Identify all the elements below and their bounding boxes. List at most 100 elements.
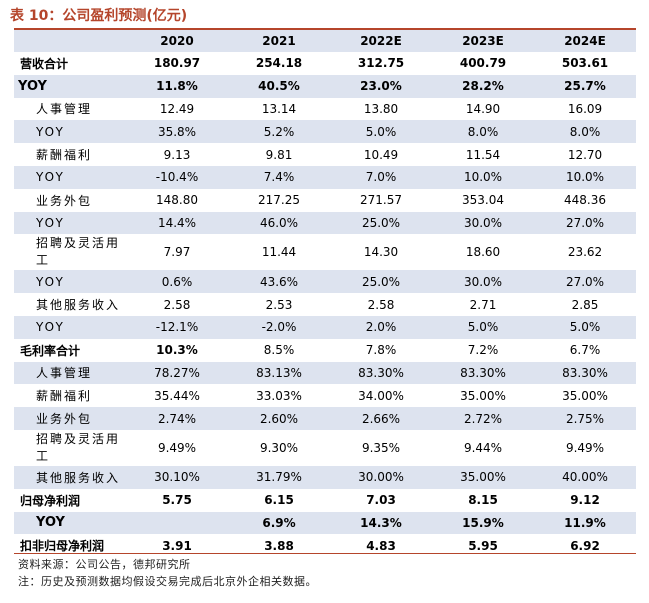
- table-cell: 2.72%: [463, 411, 503, 426]
- table-cell: 35.44%: [154, 388, 200, 403]
- table-cell: 18.60: [465, 245, 501, 260]
- forecast-table: 2020 2021 2022E 2023E 2024E 营收合计 180.97 …: [14, 30, 636, 557]
- table-row: 人事管理 12.49 13.14 13.80 14.90 16.09: [14, 98, 636, 121]
- table-cell: 271.57: [360, 193, 402, 208]
- table-row: 业务外包 148.80 217.25 271.57 353.04 448.36: [14, 189, 636, 212]
- table-cell: 83.30%: [460, 365, 506, 380]
- table-cell: 8.15: [468, 493, 498, 508]
- table-cell: 11.8%: [156, 79, 198, 94]
- row-label: YOY: [36, 170, 65, 185]
- header-cell: [14, 30, 126, 52]
- table-cell: 30.00%: [358, 470, 404, 485]
- table-cell: 5.95: [468, 538, 498, 553]
- table-cell: 43.6%: [259, 274, 299, 289]
- table-cell: 2.71: [469, 297, 497, 312]
- table-row: 其他服务收入 2.58 2.53 2.58 2.71 2.85: [14, 293, 636, 316]
- table-cell: 35.00%: [460, 388, 506, 403]
- header-cell-2023e: 2023E: [462, 34, 504, 48]
- table-cell: 13.80: [363, 101, 399, 116]
- table-cell: 16.09: [567, 101, 603, 116]
- table-cell: 25.0%: [361, 274, 401, 289]
- table-cell: 30.0%: [463, 215, 503, 230]
- table-cell: 148.80: [156, 193, 198, 208]
- table-cell: -10.4%: [155, 170, 199, 185]
- table-cell: 30.10%: [154, 470, 200, 485]
- table-cell: 10.3%: [156, 343, 198, 358]
- table-cell: 6.9%: [262, 515, 296, 530]
- table-cell: 8.5%: [263, 343, 295, 358]
- table-row: 薪酬福利 35.44% 33.03% 34.00% 35.00% 35.00%: [14, 384, 636, 407]
- table-cell: 8.0%: [467, 124, 499, 139]
- table-cell: 10.49: [363, 147, 399, 162]
- table-cell: 31.79%: [256, 470, 302, 485]
- table-cell: 9.49%: [565, 440, 605, 455]
- table-cell: 10.0%: [463, 170, 503, 185]
- table-row: 人事管理 78.27% 83.13% 83.30% 83.30% 83.30%: [14, 361, 636, 385]
- table-cell: 14.3%: [360, 515, 402, 530]
- table-cell: 5.0%: [467, 320, 499, 335]
- table-cell: 13.14: [261, 101, 297, 116]
- row-label: YOY: [18, 78, 47, 94]
- table-cell: 5.2%: [263, 124, 295, 139]
- top-rule: [14, 28, 636, 30]
- table-cell: 7.97: [163, 245, 191, 260]
- table-row: 业务外包 2.74% 2.60% 2.66% 2.72% 2.75%: [14, 407, 636, 430]
- header-cell-2021: 2021: [262, 34, 296, 48]
- table-cell: 11.9%: [564, 515, 606, 530]
- table-cell: 10.0%: [565, 170, 605, 185]
- table-cell: 2.74%: [157, 411, 197, 426]
- header-cell-2024e: 2024E: [564, 34, 606, 48]
- table-cell: 7.2%: [467, 343, 499, 358]
- table-cell: 180.97: [153, 56, 201, 71]
- table-cell: 7.03: [366, 493, 396, 508]
- table-row: 招聘及灵活用工 9.49% 9.30% 9.35% 9.44% 9.49%: [14, 430, 636, 466]
- table-cell: 8.0%: [569, 124, 601, 139]
- table-cell: 14.4%: [157, 215, 197, 230]
- table-cell: 9.44%: [463, 440, 503, 455]
- table-cell: 217.25: [258, 193, 300, 208]
- table-cell: 28.2%: [462, 79, 504, 94]
- table-cell: 46.0%: [259, 215, 299, 230]
- table-cell: 23.0%: [360, 79, 402, 94]
- table-cell: 3.91: [162, 538, 192, 553]
- row-label: YOY: [36, 515, 65, 531]
- table-cell: 12.70: [567, 147, 603, 162]
- table-cell: 6.92: [570, 538, 600, 553]
- table-cell: 3.88: [264, 538, 294, 553]
- table-cell: 5.0%: [569, 320, 601, 335]
- table-row: YOY 6.9% 14.3% 15.9% 11.9%: [14, 511, 636, 535]
- table-row: 其他服务收入 30.10% 31.79% 30.00% 35.00% 40.00…: [14, 465, 636, 489]
- table-cell: 2.53: [265, 297, 293, 312]
- row-label: 业务外包: [36, 412, 93, 427]
- table-row: YOY -10.4% 7.4% 7.0% 10.0% 10.0%: [14, 165, 636, 189]
- table-cell: 9.81: [265, 147, 293, 162]
- table-cell: 12.49: [159, 101, 195, 116]
- header-row: 2020 2021 2022E 2023E 2024E: [14, 30, 636, 52]
- row-label: YOY: [36, 124, 65, 139]
- row-label: 其他服务收入: [36, 470, 121, 485]
- table-cell: 30.0%: [463, 274, 503, 289]
- header-cell-2020: 2020: [160, 34, 194, 48]
- table-cell: 83.30%: [562, 365, 608, 380]
- table-cell: 83.13%: [256, 365, 302, 380]
- table-cell: 7.4%: [263, 170, 295, 185]
- table-cell: [126, 512, 228, 535]
- table-row: YOY 0.6% 43.6% 25.0% 30.0% 27.0%: [14, 270, 636, 294]
- table-row: YOY -12.1% -2.0% 2.0% 5.0% 5.0%: [14, 315, 636, 339]
- table-cell: 14.90: [465, 101, 501, 116]
- row-label: 人事管理: [36, 366, 93, 381]
- table-cell: 35.00%: [460, 470, 506, 485]
- table-cell: 5.0%: [365, 124, 397, 139]
- table-cell: 35.00%: [562, 388, 608, 403]
- table-row: YOY 14.4% 46.0% 25.0% 30.0% 27.0%: [14, 211, 636, 235]
- table-row: 归母净利润 5.75 6.15 7.03 8.15 9.12: [14, 489, 636, 512]
- table-cell: 2.58: [163, 297, 191, 312]
- table-cell: 34.00%: [358, 388, 404, 403]
- row-label: 业务外包: [36, 193, 93, 208]
- table-cell: 503.61: [561, 56, 609, 71]
- table-cell: -12.1%: [155, 320, 199, 335]
- table-cell: 2.66%: [361, 411, 401, 426]
- table-cell: 9.35%: [361, 440, 401, 455]
- row-label: 薪酬福利: [36, 148, 93, 163]
- table-cell: 25.7%: [564, 79, 606, 94]
